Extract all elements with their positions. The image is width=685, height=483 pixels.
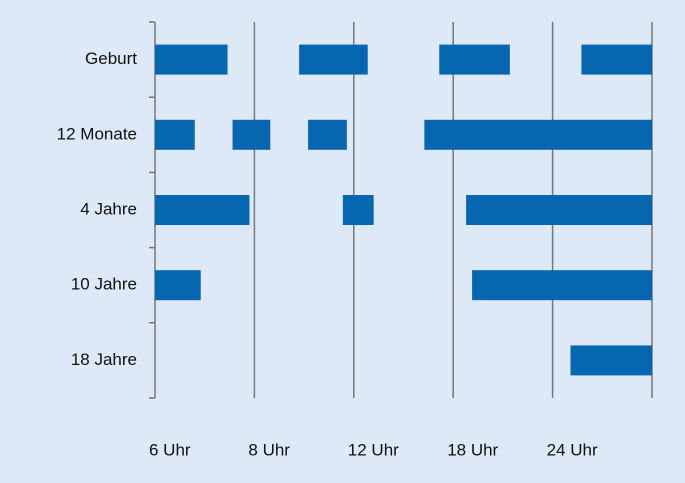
x-tick-label: 12 Uhr [348,440,399,459]
bar [299,44,368,75]
bar [342,195,374,225]
x-tick-label: 18 Uhr [447,440,498,459]
bar [155,270,201,301]
bar [439,44,510,75]
y-tick-label: 10 Jahre [71,275,137,294]
bar [570,345,652,376]
y-tick-label: Geburt [85,49,137,68]
x-tick-label: 24 Uhr [547,440,598,459]
bar [155,119,195,150]
x-tick-label: 8 Uhr [248,440,290,459]
y-tick-label: 4 Jahre [80,199,137,218]
bar [232,119,271,150]
bar [155,195,250,225]
bar [155,44,228,75]
bar [466,195,652,225]
x-tick-label: 6 Uhr [149,440,191,459]
bar [424,119,652,150]
y-tick-label: 18 Jahre [71,350,137,369]
y-tick-label: 12 Monate [57,124,137,143]
bar [472,270,652,301]
bar [308,119,347,150]
bar [581,44,652,75]
